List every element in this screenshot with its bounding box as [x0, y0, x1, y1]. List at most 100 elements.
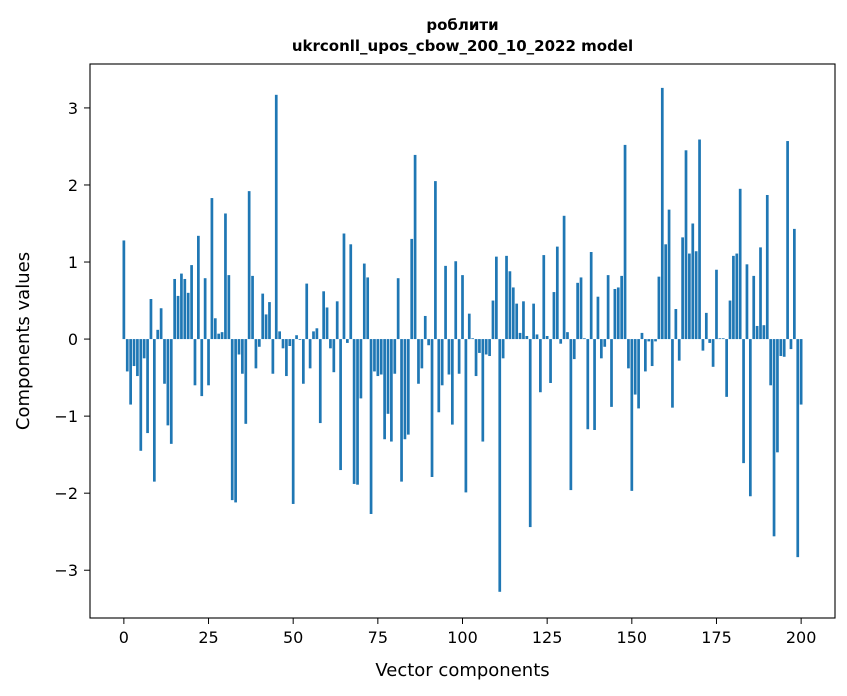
- bar: [251, 275, 254, 340]
- bar: [505, 255, 508, 340]
- bar: [596, 296, 600, 340]
- x-axis-label: Vector components: [375, 660, 549, 681]
- bar: [193, 339, 197, 386]
- bar: [745, 264, 749, 340]
- bar: [332, 339, 336, 373]
- bar: [633, 339, 637, 395]
- bar: [647, 339, 651, 342]
- bar: [444, 265, 447, 340]
- bar: [268, 302, 271, 340]
- bar: [159, 308, 163, 340]
- bars-group: [122, 87, 803, 592]
- bar: [315, 328, 319, 340]
- bar: [210, 198, 214, 340]
- bar: [589, 252, 593, 340]
- bar: [403, 339, 407, 440]
- bar: [393, 339, 397, 374]
- bar: [484, 339, 488, 355]
- bar: [572, 339, 576, 360]
- bar: [495, 256, 498, 340]
- bar: [298, 339, 302, 340]
- bar: [339, 339, 342, 471]
- bar: [525, 335, 529, 340]
- bar: [376, 339, 380, 377]
- bar: [735, 253, 739, 340]
- bar: [501, 339, 505, 359]
- bar: [149, 299, 153, 340]
- bar: [478, 339, 481, 353]
- bar: [454, 261, 458, 340]
- bar: [715, 269, 718, 340]
- bar: [474, 339, 478, 377]
- bar: [759, 247, 762, 340]
- bar: [630, 339, 634, 491]
- bar: [183, 278, 187, 340]
- bar: [620, 275, 624, 340]
- bar: [539, 339, 542, 393]
- bar: [593, 339, 596, 430]
- bar: [335, 301, 339, 340]
- bar: [440, 339, 444, 386]
- bar: [379, 339, 383, 375]
- bar: [400, 339, 403, 482]
- bar: [471, 338, 475, 340]
- bar: [511, 287, 515, 340]
- bar: [545, 335, 549, 340]
- bar: [515, 303, 519, 340]
- bar: [782, 339, 786, 357]
- x-tick-label: 75: [368, 628, 388, 647]
- bar: [532, 303, 535, 340]
- bar: [132, 339, 136, 367]
- bar: [755, 325, 759, 340]
- bar: [213, 318, 217, 340]
- bar: [765, 194, 769, 340]
- bar: [748, 339, 752, 497]
- bar: [694, 251, 698, 340]
- bar: [413, 154, 417, 340]
- bar: [555, 246, 559, 340]
- bar: [671, 339, 674, 408]
- bar: [698, 139, 701, 340]
- bar: [369, 339, 373, 514]
- bar: [789, 339, 793, 350]
- y-axis-label: Components values: [13, 252, 34, 430]
- bar: [752, 275, 756, 340]
- bar: [430, 339, 434, 477]
- bar: [427, 339, 430, 346]
- bar: [701, 339, 705, 351]
- chart-title: роблити: [426, 16, 498, 34]
- bar: [677, 339, 681, 361]
- x-tick-label: 150: [617, 628, 648, 647]
- bar: [738, 188, 742, 340]
- bar: [447, 339, 451, 375]
- bar: [657, 276, 661, 340]
- bar: [136, 339, 139, 377]
- bar: [528, 339, 532, 528]
- bar: [711, 339, 715, 367]
- bar: [522, 301, 525, 340]
- y-tick-label: 3: [68, 99, 78, 118]
- bar: [691, 223, 695, 340]
- bar: [220, 332, 224, 340]
- bar: [386, 339, 390, 414]
- y-tick-label: −3: [54, 561, 78, 580]
- y-tick-label: 2: [68, 176, 78, 195]
- bar: [234, 339, 237, 503]
- y-tick-label: −1: [54, 407, 78, 426]
- bar: [241, 339, 244, 374]
- bar: [325, 307, 329, 340]
- bar: [610, 339, 613, 407]
- bar: [566, 332, 569, 340]
- bar: [362, 263, 366, 340]
- bar: [396, 278, 400, 340]
- bar: [491, 300, 495, 340]
- bar: [122, 240, 126, 340]
- bar: [146, 339, 149, 434]
- bar: [549, 339, 552, 383]
- bar: [586, 339, 590, 430]
- bar: [684, 150, 688, 340]
- bar: [291, 339, 295, 504]
- bar: [569, 339, 573, 491]
- bar: [152, 339, 156, 482]
- bar: [390, 339, 393, 442]
